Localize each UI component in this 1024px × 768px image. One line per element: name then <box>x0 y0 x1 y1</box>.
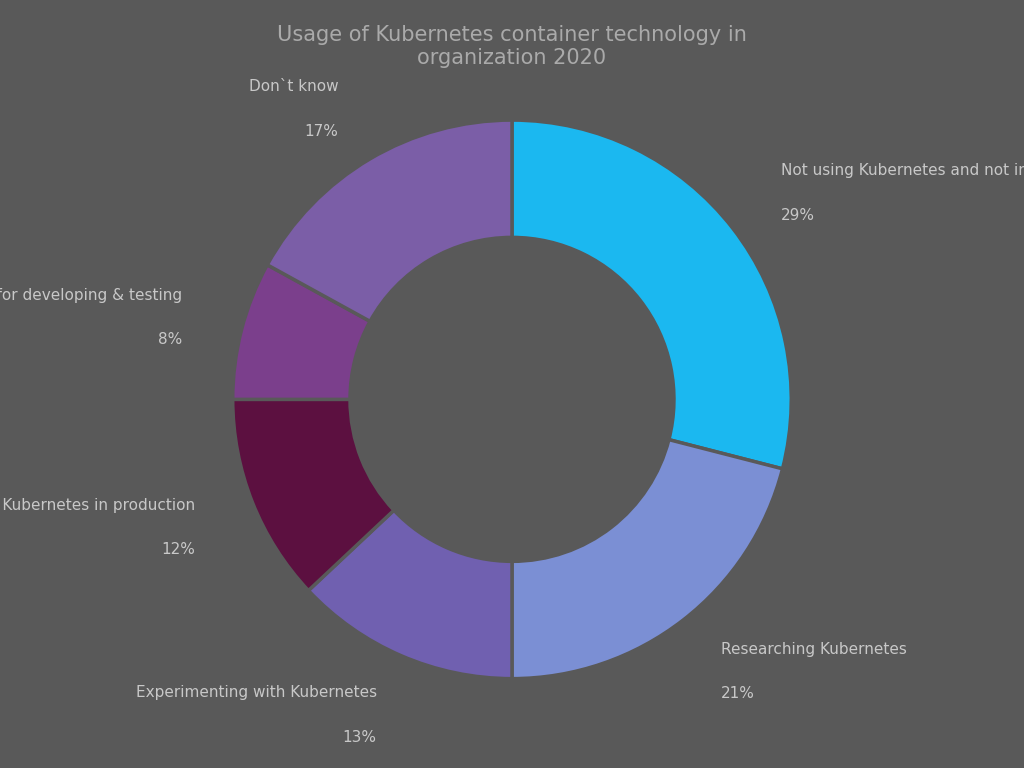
Text: 13%: 13% <box>343 730 377 745</box>
Text: 17%: 17% <box>305 124 339 139</box>
Wedge shape <box>512 439 782 679</box>
Text: Researching Kubernetes: Researching Kubernetes <box>721 641 906 657</box>
Wedge shape <box>232 265 370 399</box>
Wedge shape <box>232 399 394 591</box>
Text: 8%: 8% <box>158 333 182 347</box>
Text: Don`t know: Don`t know <box>249 79 339 94</box>
Text: 12%: 12% <box>162 542 196 558</box>
Text: Running Kubernetes in production: Running Kubernetes in production <box>0 498 196 513</box>
Text: Not using Kubernetes and not interested: Not using Kubernetes and not interested <box>781 164 1024 178</box>
Wedge shape <box>267 120 512 321</box>
Text: Experimenting with Kubernetes: Experimenting with Kubernetes <box>135 685 377 700</box>
Text: 29%: 29% <box>781 208 815 223</box>
Wedge shape <box>512 120 792 468</box>
Text: Using Kubernetes for developing & testing: Using Kubernetes for developing & testin… <box>0 287 182 303</box>
Wedge shape <box>308 510 512 679</box>
Title: Usage of Kubernetes container technology in
organization 2020: Usage of Kubernetes container technology… <box>278 25 746 68</box>
Text: 21%: 21% <box>721 687 755 701</box>
